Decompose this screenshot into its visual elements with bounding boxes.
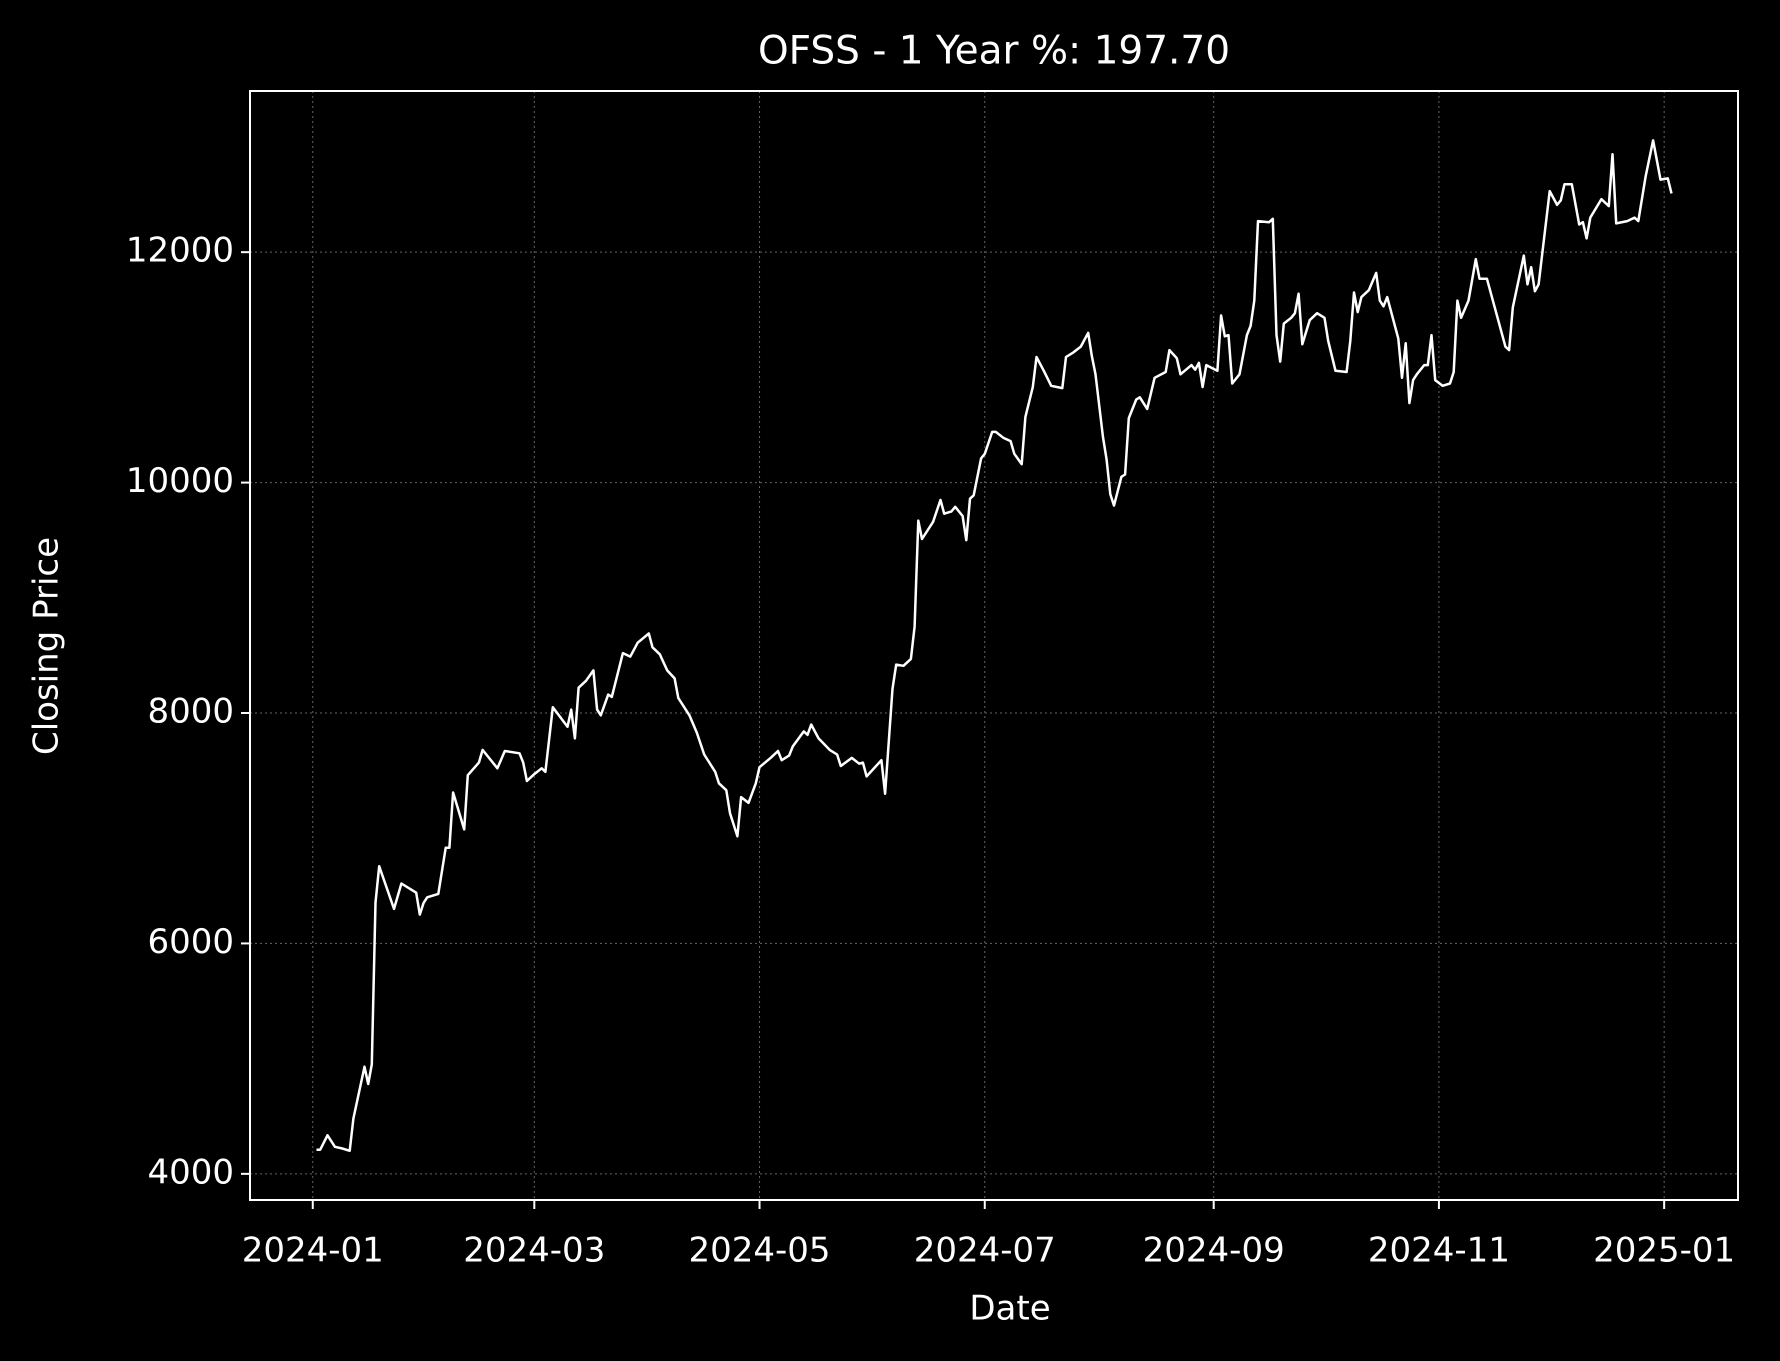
- y-tick-label: 8000: [147, 692, 234, 732]
- y-axis-label: Closing Price: [27, 537, 67, 755]
- plot-frame: [249, 90, 1739, 1201]
- x-axis-label: Date: [969, 1289, 1050, 1329]
- x-tick-label: 2025-01: [1593, 1231, 1735, 1271]
- y-tick-label: 10000: [126, 461, 234, 501]
- x-tick-label: 2024-05: [689, 1231, 831, 1271]
- chart-title: OFSS - 1 Year %: 197.70: [758, 29, 1230, 74]
- x-tick-label: 2024-09: [1143, 1231, 1285, 1271]
- y-tick-label: 6000: [147, 922, 234, 962]
- x-tick-label: 2024-07: [914, 1231, 1056, 1271]
- x-tick-label: 2024-01: [242, 1231, 384, 1271]
- y-tick-label: 12000: [126, 231, 234, 271]
- price-line: [316, 139, 1673, 1153]
- x-tick-label: 2024-11: [1368, 1231, 1510, 1271]
- y-tick-label: 4000: [147, 1152, 234, 1192]
- x-tick-label: 2024-03: [463, 1231, 605, 1271]
